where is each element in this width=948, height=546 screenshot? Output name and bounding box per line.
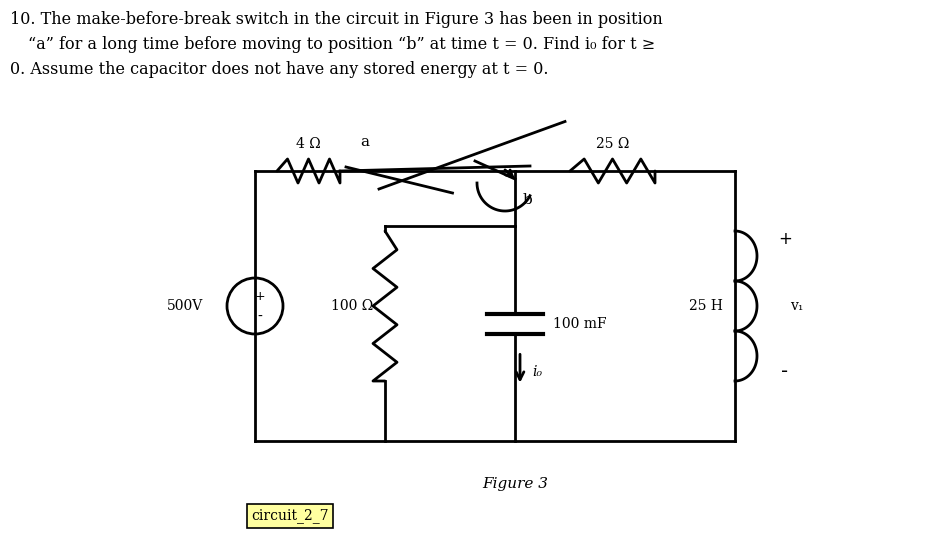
Text: “a” for a long time before moving to position “b” at time t = 0. Find i₀ for t ≥: “a” for a long time before moving to pos…: [28, 36, 655, 53]
Text: 100 mF: 100 mF: [553, 317, 607, 330]
Text: i₀: i₀: [532, 365, 542, 378]
Text: -: -: [258, 310, 263, 324]
Text: 500V: 500V: [167, 299, 203, 313]
Text: +: +: [778, 230, 792, 248]
Text: -: -: [781, 361, 789, 381]
Text: v₁: v₁: [790, 299, 803, 313]
Text: 25 Ω: 25 Ω: [595, 137, 629, 151]
Text: 4 Ω: 4 Ω: [296, 137, 320, 151]
Text: 100 Ω: 100 Ω: [331, 299, 373, 313]
Text: b: b: [523, 193, 533, 207]
Text: circuit_2_7: circuit_2_7: [251, 508, 329, 524]
Text: a: a: [360, 135, 370, 149]
Text: +: +: [255, 289, 265, 302]
Text: Figure 3: Figure 3: [482, 477, 548, 491]
Text: 10. The make-before-break switch in the circuit in Figure 3 has been in position: 10. The make-before-break switch in the …: [10, 11, 663, 28]
Text: 0. Assume the capacitor does not have any stored energy at t = 0.: 0. Assume the capacitor does not have an…: [10, 61, 549, 78]
Text: 25 H: 25 H: [689, 299, 723, 313]
